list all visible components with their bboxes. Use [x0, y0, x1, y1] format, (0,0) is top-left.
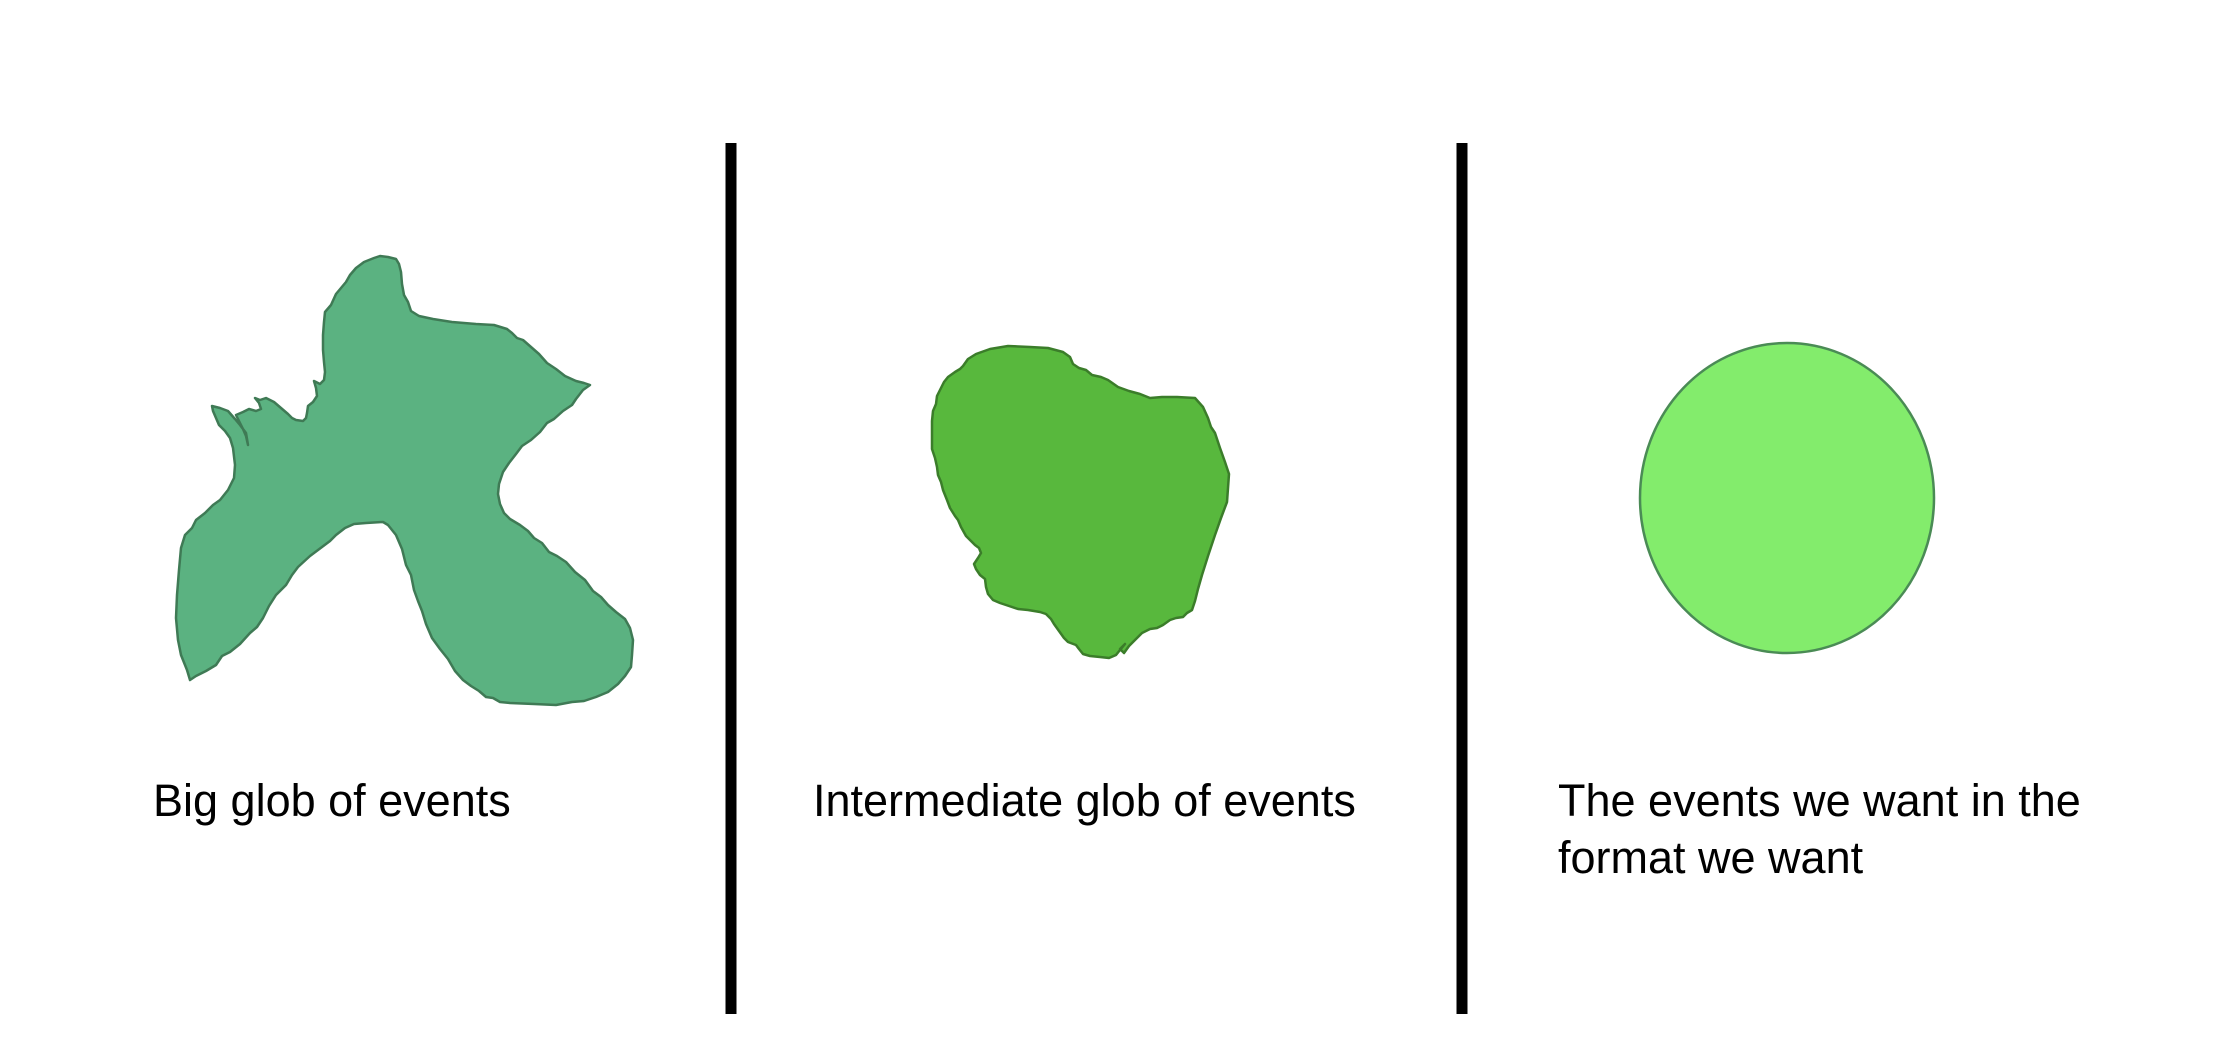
- target-format-circle: [1638, 341, 1936, 655]
- intermediate-glob-caption: Intermediate glob of events: [813, 775, 1356, 826]
- target-events-caption: The events we want in the format we want: [1558, 775, 2081, 883]
- big-glob-caption: Big glob of events: [153, 775, 511, 826]
- big-glob-shape: [174, 254, 635, 707]
- intermediate-glob-shape: [930, 344, 1231, 660]
